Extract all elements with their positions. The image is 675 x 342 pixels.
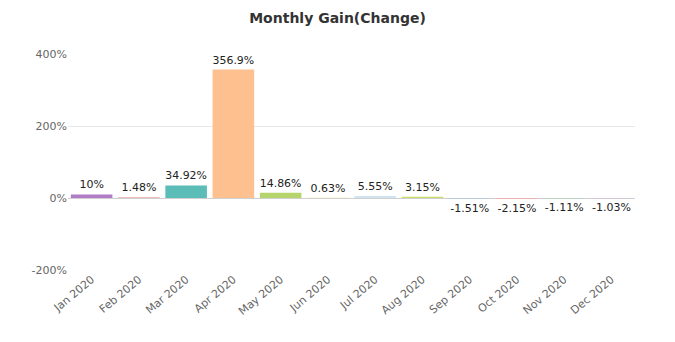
svg-text:-2.15%: -2.15%: [497, 202, 536, 215]
svg-text:Apr 2020: Apr 2020: [192, 273, 239, 315]
svg-text:34.92%: 34.92%: [165, 169, 207, 182]
svg-text:-1.03%: -1.03%: [592, 201, 631, 214]
svg-text:Mar 2020: Mar 2020: [143, 273, 191, 317]
svg-text:5.55%: 5.55%: [358, 180, 393, 193]
svg-text:Aug 2020: Aug 2020: [379, 273, 428, 317]
svg-text:3.15%: 3.15%: [405, 181, 440, 194]
svg-text:Jul 2020: Jul 2020: [337, 273, 380, 312]
svg-text:Jun 2020: Jun 2020: [287, 273, 333, 315]
svg-text:1.48%: 1.48%: [121, 181, 156, 194]
svg-text:-200%: -200%: [32, 264, 67, 277]
svg-text:0.63%: 0.63%: [310, 182, 345, 195]
svg-text:Dec 2020: Dec 2020: [568, 273, 617, 317]
svg-text:200%: 200%: [36, 120, 67, 133]
svg-text:Monthly Gain(Change): Monthly Gain(Change): [249, 10, 426, 26]
svg-text:Feb 2020: Feb 2020: [97, 273, 144, 316]
svg-text:10%: 10%: [79, 178, 103, 191]
svg-text:May 2020: May 2020: [236, 273, 286, 318]
svg-text:0%: 0%: [50, 192, 67, 205]
svg-text:-1.11%: -1.11%: [545, 201, 584, 214]
svg-text:Oct 2020: Oct 2020: [475, 273, 522, 315]
svg-text:-1.51%: -1.51%: [450, 202, 489, 215]
svg-text:400%: 400%: [36, 48, 67, 61]
svg-text:Nov 2020: Nov 2020: [521, 273, 570, 317]
svg-text:356.9%: 356.9%: [213, 54, 255, 67]
svg-text:Sep 2020: Sep 2020: [427, 273, 475, 317]
svg-text:14.86%: 14.86%: [260, 177, 302, 190]
svg-text:Jan 2020: Jan 2020: [51, 273, 97, 315]
